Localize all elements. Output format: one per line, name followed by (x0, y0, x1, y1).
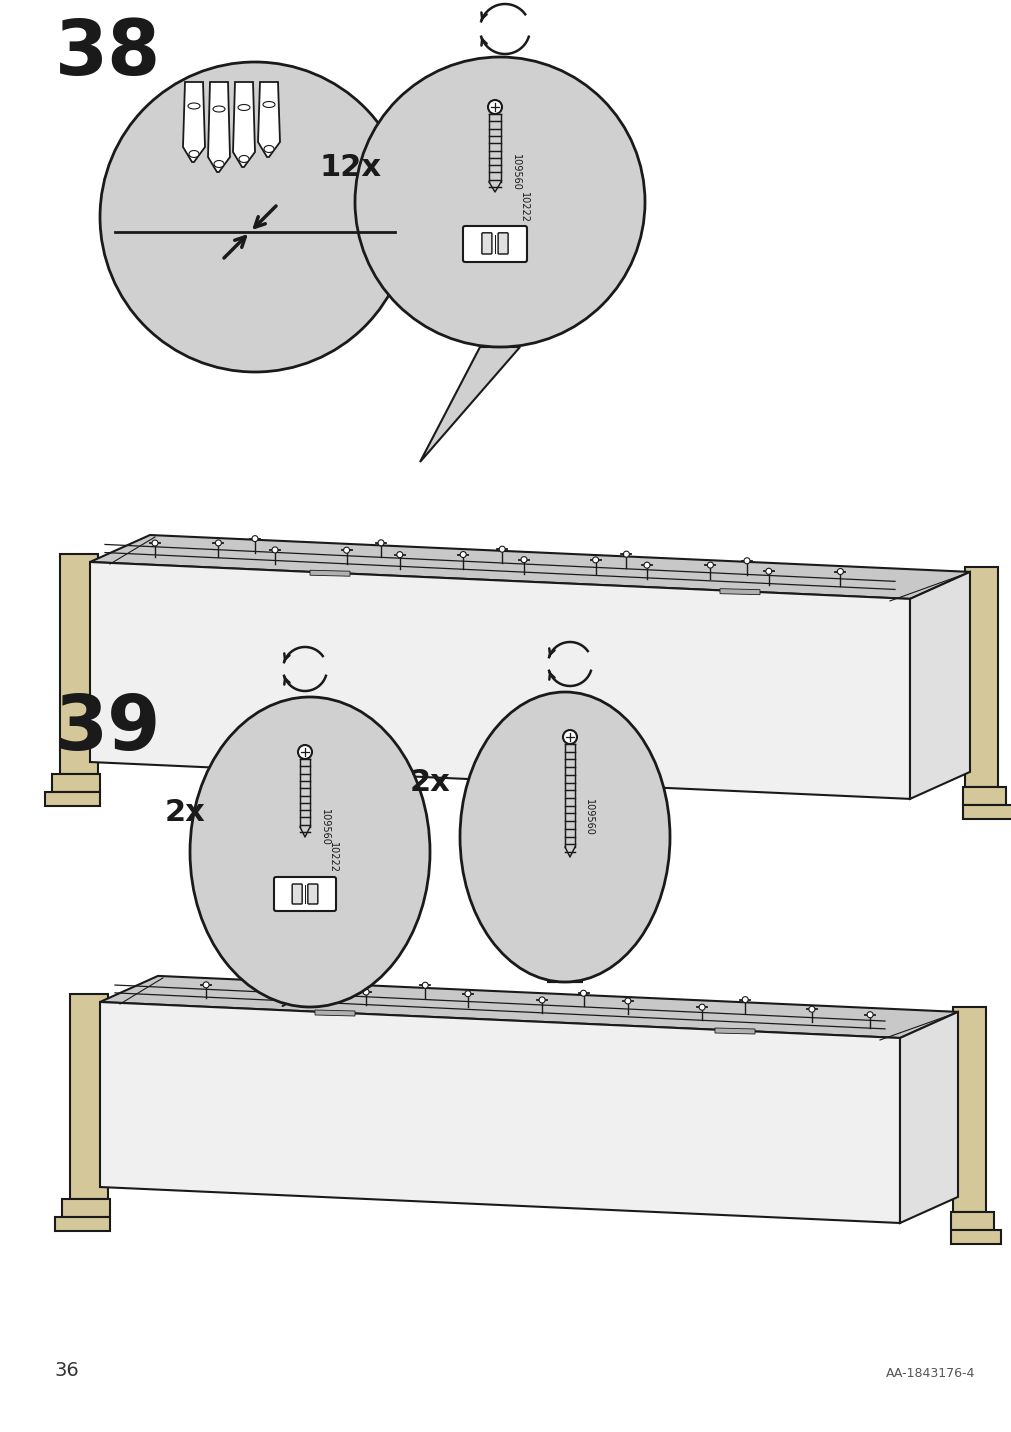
Text: 36: 36 (55, 1360, 80, 1380)
Polygon shape (62, 1199, 110, 1217)
Circle shape (396, 551, 402, 557)
Text: 10222: 10222 (519, 192, 529, 222)
Circle shape (272, 547, 278, 553)
Circle shape (288, 982, 294, 990)
FancyBboxPatch shape (463, 226, 527, 262)
Polygon shape (952, 1007, 985, 1211)
Polygon shape (233, 82, 255, 168)
Polygon shape (258, 82, 280, 158)
Circle shape (100, 62, 409, 372)
Circle shape (836, 569, 842, 574)
Polygon shape (52, 775, 100, 792)
Ellipse shape (263, 102, 275, 107)
Circle shape (422, 982, 428, 988)
Polygon shape (964, 567, 997, 788)
Circle shape (743, 558, 749, 564)
Circle shape (252, 536, 258, 541)
Polygon shape (420, 347, 520, 463)
Polygon shape (60, 554, 98, 775)
Circle shape (355, 57, 644, 347)
Circle shape (562, 730, 576, 745)
Circle shape (215, 540, 221, 546)
Circle shape (152, 540, 158, 546)
Polygon shape (314, 1010, 355, 1015)
Polygon shape (208, 82, 229, 172)
Circle shape (808, 1007, 814, 1012)
Circle shape (539, 997, 545, 1002)
Circle shape (580, 990, 586, 997)
Ellipse shape (213, 160, 223, 168)
Text: 2x: 2x (409, 768, 450, 796)
Circle shape (699, 1004, 705, 1010)
Text: 109560: 109560 (511, 153, 521, 190)
Circle shape (203, 982, 209, 988)
Text: 109560: 109560 (583, 799, 593, 835)
Polygon shape (962, 805, 1011, 819)
Ellipse shape (189, 150, 199, 158)
Circle shape (521, 557, 527, 563)
Polygon shape (70, 994, 108, 1199)
Polygon shape (950, 1230, 1000, 1244)
Polygon shape (950, 1211, 993, 1230)
Polygon shape (719, 589, 759, 594)
Text: AA-1843176-4: AA-1843176-4 (885, 1368, 974, 1380)
Circle shape (487, 100, 501, 115)
FancyBboxPatch shape (497, 233, 508, 253)
Circle shape (707, 563, 713, 569)
Text: 39: 39 (55, 692, 161, 766)
Text: 10222: 10222 (328, 842, 338, 872)
Circle shape (344, 547, 349, 553)
Circle shape (378, 540, 383, 546)
Polygon shape (962, 788, 1005, 805)
FancyBboxPatch shape (481, 233, 491, 253)
Circle shape (624, 998, 630, 1004)
Circle shape (498, 546, 504, 553)
Ellipse shape (264, 146, 274, 152)
Polygon shape (899, 1012, 957, 1223)
Ellipse shape (238, 105, 250, 110)
Text: 38: 38 (55, 17, 161, 92)
Polygon shape (90, 536, 969, 599)
Circle shape (643, 563, 649, 569)
Ellipse shape (239, 156, 249, 162)
Circle shape (297, 745, 311, 759)
Ellipse shape (460, 692, 669, 982)
Circle shape (623, 551, 629, 557)
Circle shape (866, 1012, 872, 1018)
Circle shape (260, 975, 266, 982)
Circle shape (464, 991, 470, 997)
Circle shape (592, 557, 599, 563)
FancyBboxPatch shape (307, 884, 317, 904)
Polygon shape (909, 571, 969, 799)
Text: 109560: 109560 (319, 809, 330, 845)
Ellipse shape (212, 106, 224, 112)
Circle shape (765, 569, 771, 574)
Circle shape (741, 997, 747, 1002)
Text: 2x: 2x (165, 798, 205, 826)
Polygon shape (100, 1002, 899, 1223)
FancyBboxPatch shape (274, 876, 336, 911)
Circle shape (363, 990, 369, 995)
Text: 12x: 12x (319, 152, 381, 182)
FancyBboxPatch shape (292, 884, 302, 904)
Circle shape (460, 551, 466, 557)
Ellipse shape (188, 103, 200, 109)
Polygon shape (100, 975, 957, 1038)
Polygon shape (183, 82, 205, 162)
Polygon shape (90, 561, 909, 799)
Ellipse shape (190, 697, 430, 1007)
Polygon shape (55, 1217, 110, 1232)
Polygon shape (44, 792, 100, 806)
Polygon shape (309, 570, 350, 576)
Polygon shape (715, 1028, 754, 1034)
